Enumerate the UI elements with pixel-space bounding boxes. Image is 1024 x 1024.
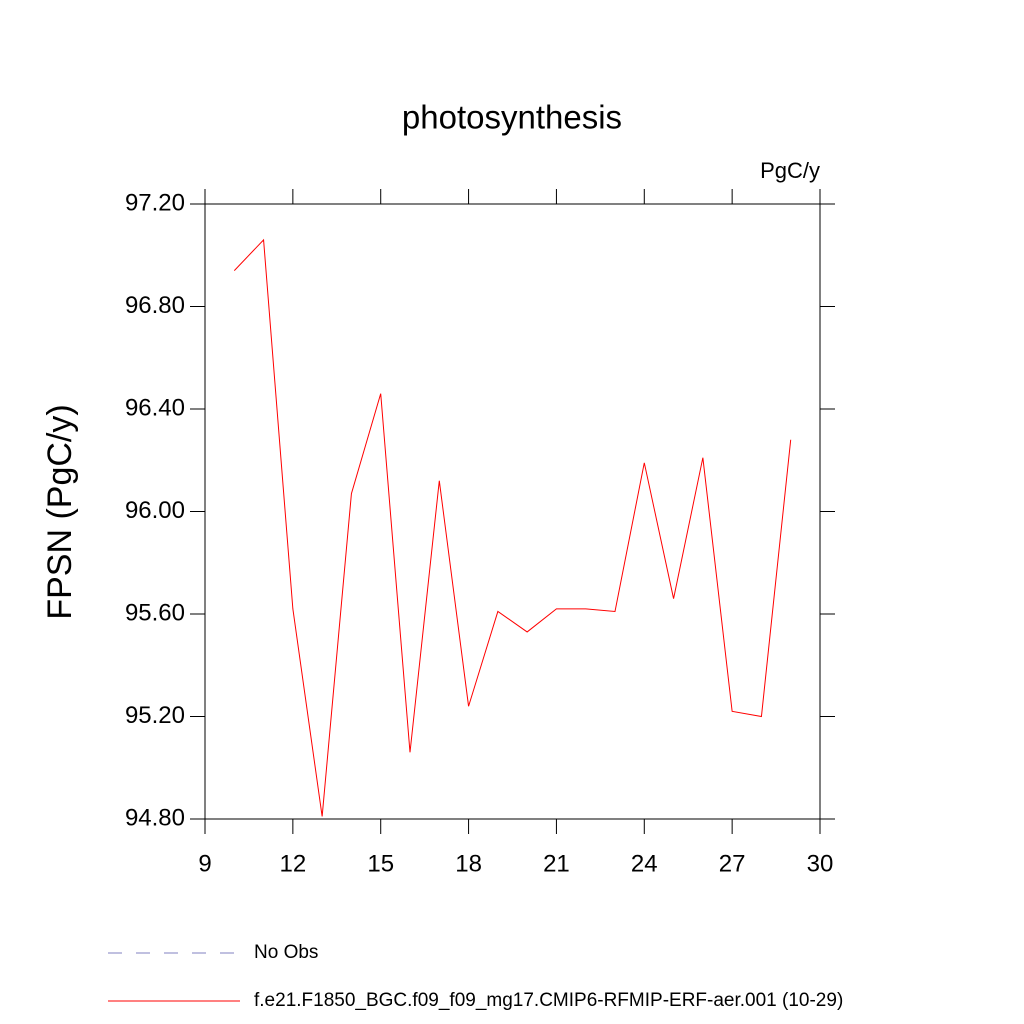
- y-tick-label: 97.20: [125, 189, 185, 216]
- x-tick-label: 15: [367, 850, 394, 877]
- y-tick-label: 95.20: [125, 702, 185, 729]
- x-tick-label: 9: [198, 850, 211, 877]
- units-label: PgC/y: [760, 158, 820, 183]
- chart-title: photosynthesis: [402, 99, 622, 136]
- y-axis-label: FPSN (PgC/y): [41, 404, 79, 619]
- x-tick-label: 30: [807, 850, 834, 877]
- series-line: [233, 238, 792, 817]
- x-tick-label: 24: [631, 850, 658, 877]
- y-tick-label: 96.00: [125, 497, 185, 524]
- plot-frame: [204, 203, 821, 820]
- y-tick-label: 96.40: [125, 394, 185, 421]
- x-tick-label: 27: [719, 850, 746, 877]
- legend-label: f.e21.F1850_BGC.f09_f09_mg17.CMIP6-RFMIP…: [254, 990, 843, 1011]
- y-tick-label: 96.80: [125, 292, 185, 319]
- legend-label: No Obs: [254, 942, 318, 963]
- x-tick-label: 18: [455, 850, 482, 877]
- y-tick-label: 94.80: [125, 804, 185, 831]
- x-tick-label: 12: [280, 850, 307, 877]
- x-tick-label: 21: [543, 850, 570, 877]
- y-tick-label: 95.60: [125, 599, 185, 626]
